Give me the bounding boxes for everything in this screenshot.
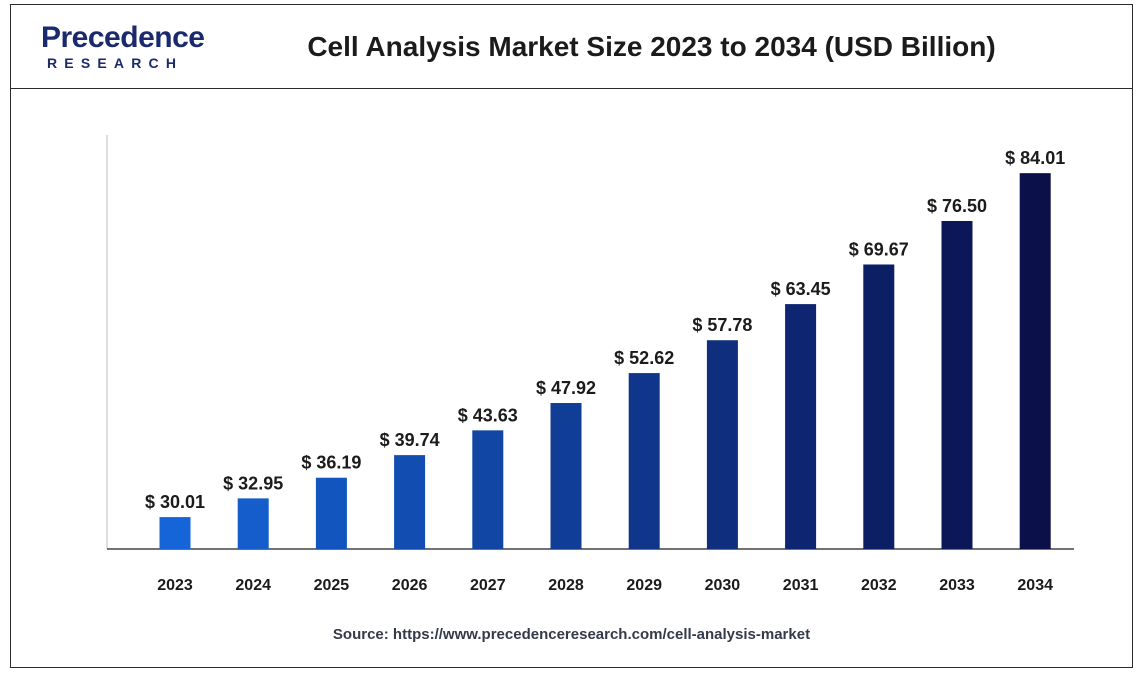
- x-tick-label-2023: 2023: [157, 577, 193, 594]
- x-tick-label-2030: 2030: [705, 577, 741, 594]
- source-note: Source: https://www.precedenceresearch.c…: [332, 626, 811, 643]
- logo-subtitle: RESEARCH: [47, 55, 184, 71]
- bar-2034: [1019, 173, 1051, 550]
- x-tick-label-2024: 2024: [235, 577, 271, 594]
- data-label-2024: $ 32.95: [223, 473, 283, 493]
- bar-2023: [159, 517, 191, 549]
- data-label-2028: $ 47.92: [536, 378, 596, 398]
- x-tick-label-2032: 2032: [861, 577, 897, 594]
- data-label-2025: $ 36.19: [301, 453, 361, 473]
- data-label-2034: $ 84.01: [1005, 148, 1065, 168]
- bar-2029: [628, 373, 660, 549]
- data-label-2030: $ 57.78: [692, 315, 752, 335]
- bar-2024: [237, 498, 269, 549]
- bar-2031: [785, 304, 817, 549]
- x-tick-label-2029: 2029: [626, 577, 662, 594]
- data-label-2029: $ 52.62: [614, 348, 674, 368]
- bar-2032: [863, 264, 895, 549]
- header: Precedence RESEARCH Cell Analysis Market…: [11, 5, 1132, 89]
- bar-2025: [315, 477, 347, 549]
- bar-2028: [550, 403, 582, 549]
- bar-2033: [941, 220, 973, 549]
- precedence-research-logo: Precedence RESEARCH: [33, 21, 208, 77]
- data-label-2032: $ 69.67: [849, 239, 909, 259]
- chart-title: Cell Analysis Market Size 2023 to 2034 (…: [307, 31, 996, 62]
- x-tick-label-2028: 2028: [548, 577, 584, 594]
- x-tick-label-2033: 2033: [939, 577, 975, 594]
- x-tick-label-2026: 2026: [392, 577, 428, 594]
- bar-2027: [472, 430, 504, 549]
- bar-2026: [394, 455, 426, 549]
- x-tick-label-2034: 2034: [1017, 577, 1053, 594]
- x-tick-label-2025: 2025: [314, 577, 350, 594]
- data-label-2031: $ 63.45: [771, 279, 831, 299]
- x-tick-label-2031: 2031: [783, 577, 819, 594]
- data-label-2023: $ 30.01: [145, 492, 205, 512]
- data-label-2026: $ 39.74: [380, 430, 440, 450]
- logo-wordmark: Precedence: [41, 21, 205, 54]
- x-tick-label-2027: 2027: [470, 577, 506, 594]
- bar-2030: [706, 340, 738, 549]
- data-label-2033: $ 76.50: [927, 196, 987, 216]
- data-label-2027: $ 43.63: [458, 405, 518, 425]
